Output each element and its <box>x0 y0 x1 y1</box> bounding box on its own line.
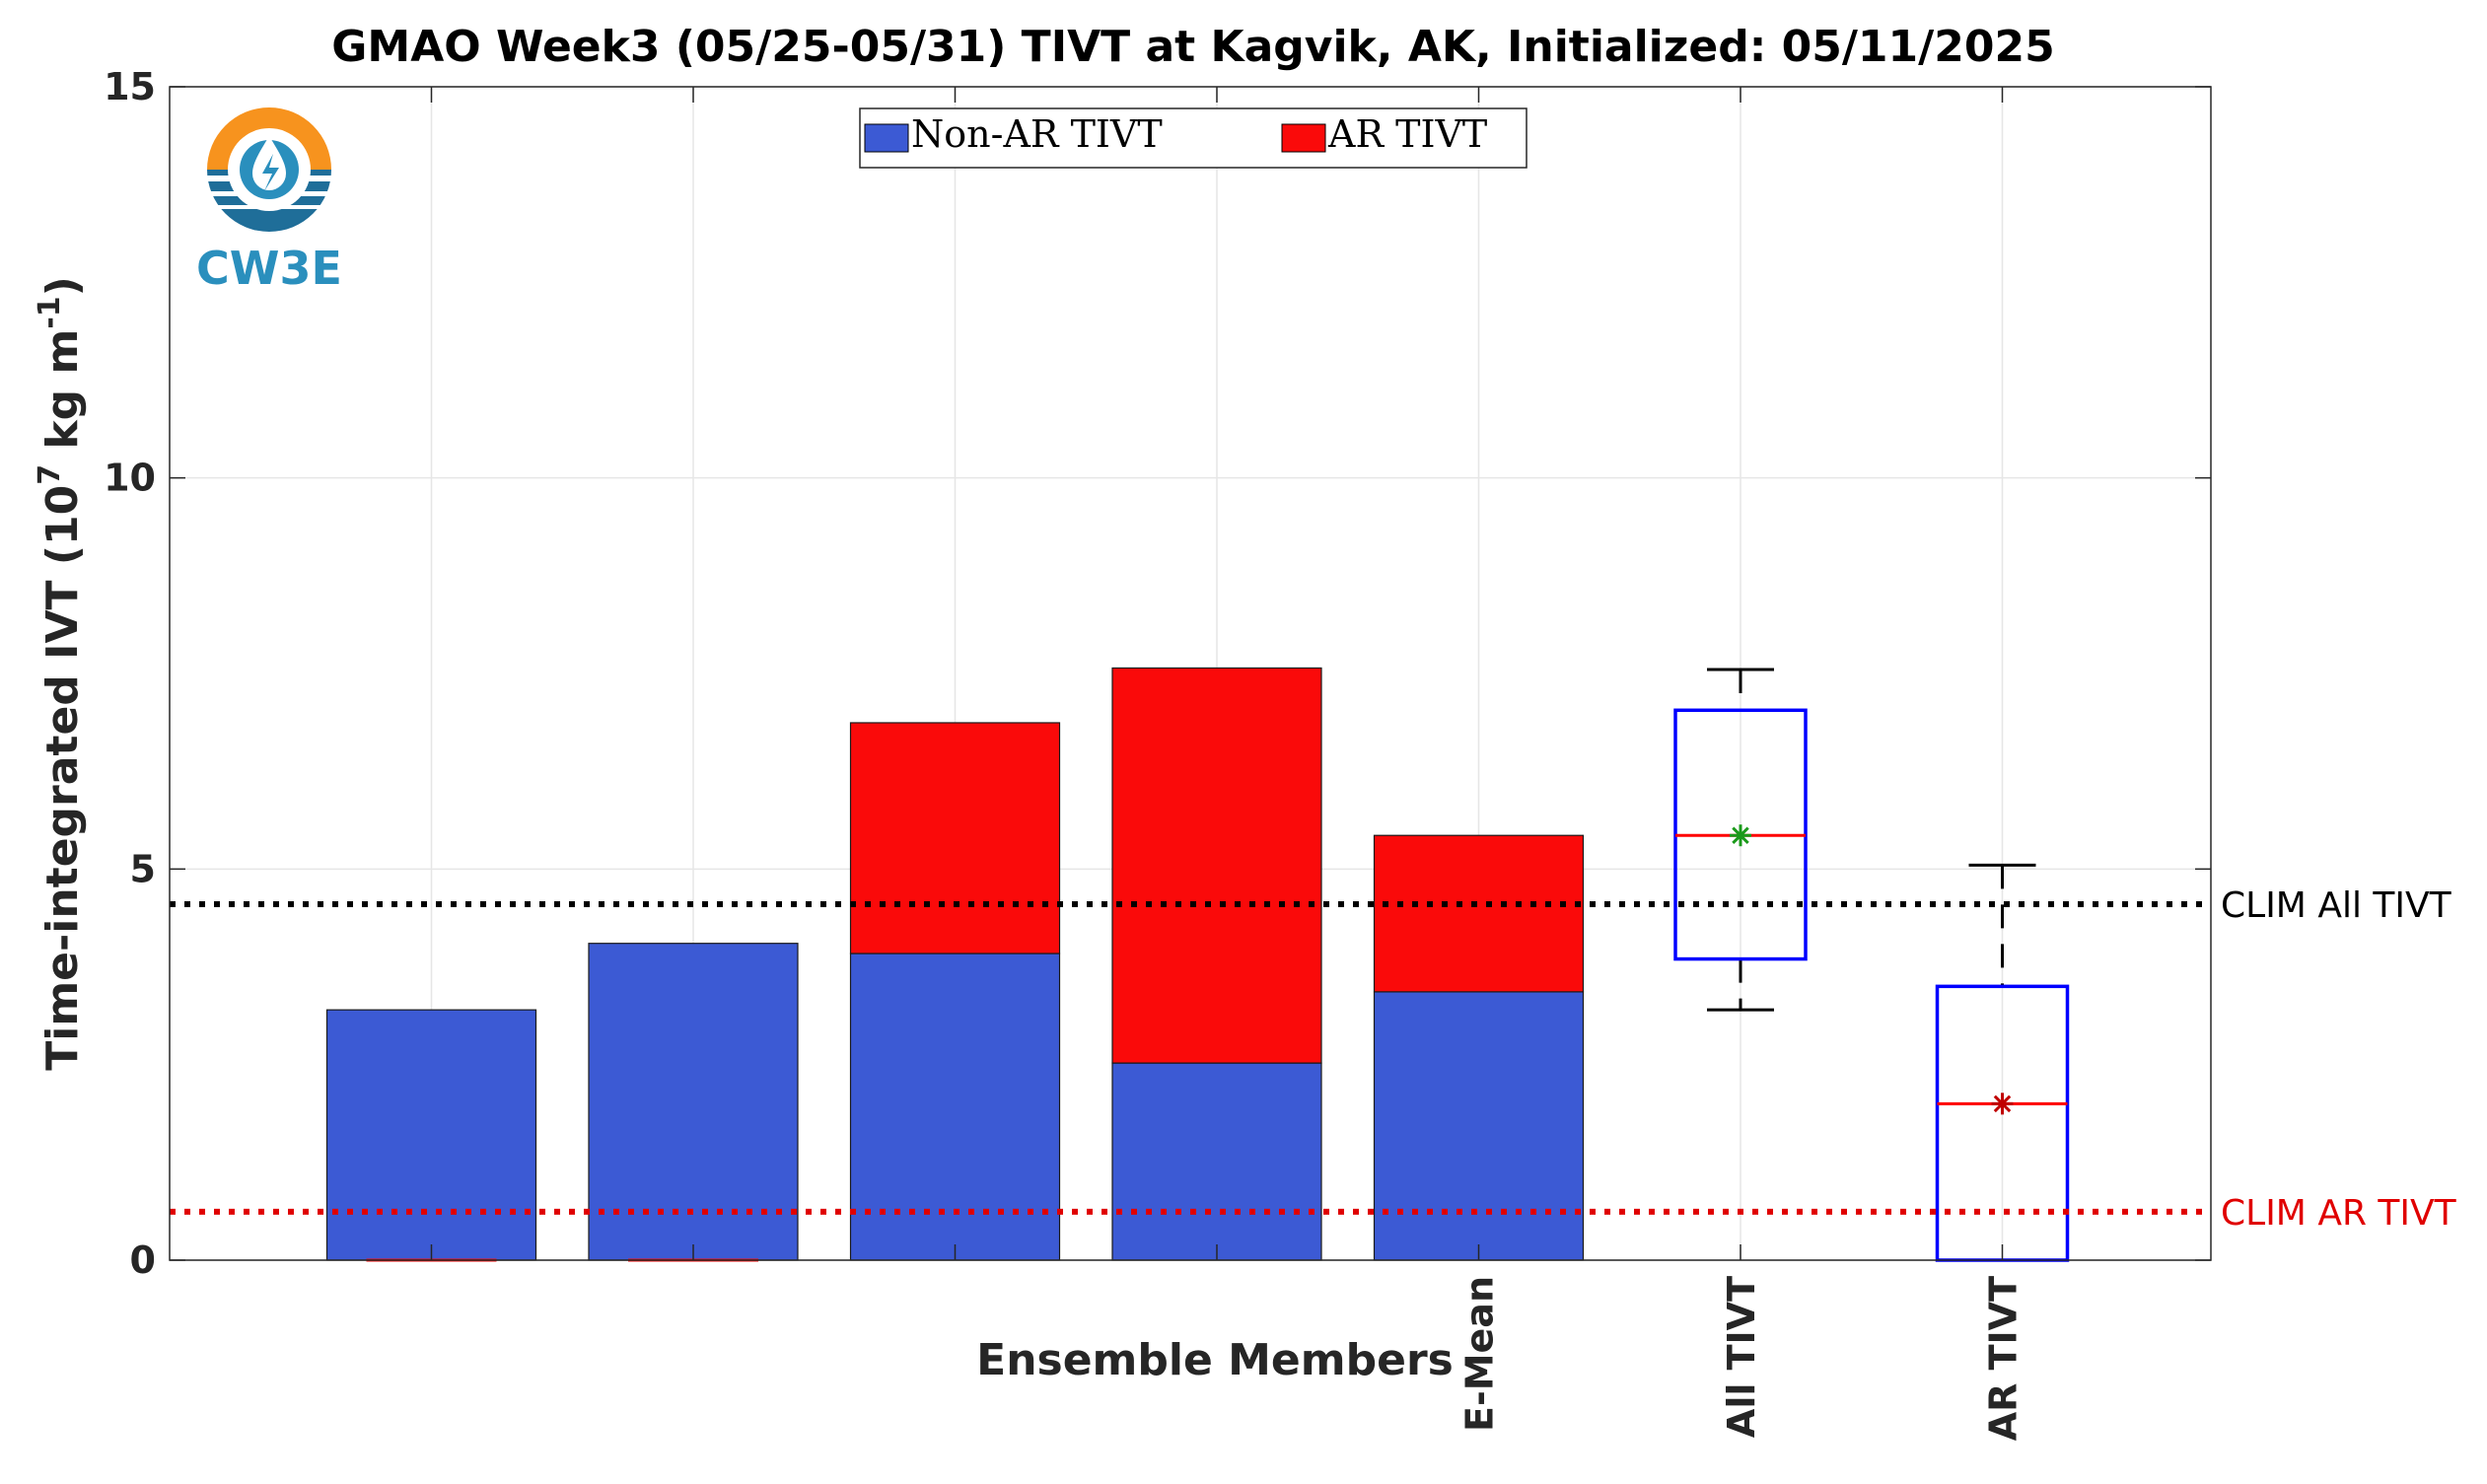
cw3e-logo-icon <box>207 107 331 232</box>
legend-swatch-ar <box>1281 123 1326 153</box>
x-ticks: E-Mean All TIVT AR TIVT <box>430 87 2025 1441</box>
bar-ar <box>849 722 1061 954</box>
bar-non-ar <box>1373 991 1585 1261</box>
cw3e-logo: CW3E <box>196 107 342 295</box>
x-tick-label: AR TIVT <box>1982 1276 2025 1441</box>
y-tick-label: 15 <box>104 65 156 108</box>
y-axis-label-sup7: 7 <box>33 464 67 485</box>
reference-line-label: CLIM AR TIVT <box>2221 1193 2457 1234</box>
x-axis-label: Ensemble Members <box>976 1335 1454 1385</box>
y-axis-label-sup-m1: -1 <box>33 296 67 328</box>
reference-line-label: CLIM All TIVT <box>2221 885 2452 926</box>
legend-label-ar: AR TIVT <box>1327 112 1487 156</box>
x-tick-label: All TIVT <box>1720 1276 1763 1438</box>
y-axis-label: Time-integrated IVT (107 kg m-1) <box>33 276 88 1071</box>
cw3e-logo-text: CW3E <box>196 242 342 295</box>
legend-label-non-ar: Non-AR TIVT <box>911 112 1163 156</box>
mean-stroke <box>1732 826 1749 844</box>
y-tick-label: 5 <box>130 847 156 890</box>
y-ticks: 0 5 10 15 <box>104 65 2211 1282</box>
y-axis-label-end: ) <box>37 276 88 296</box>
bar-ar <box>1111 667 1322 1064</box>
bar-non-ar <box>588 943 799 1261</box>
chart-title: GMAO Week3 (05/25-05/31) TIVT at Kagvik,… <box>331 22 2054 72</box>
plot-frame <box>169 86 2212 1261</box>
reference-lines: CLIM All TIVT CLIM AR TIVT <box>170 885 2457 1234</box>
legend: Non-AR TIVT AR TIVT <box>859 107 1528 169</box>
bar-non-ar <box>325 1009 537 1261</box>
bar-ar <box>1373 834 1585 993</box>
y-tick-label: 0 <box>130 1238 156 1282</box>
y-axis-label-main: Time-integrated IVT (10 <box>37 485 88 1071</box>
x-tick-label: E-Mean <box>1458 1276 1502 1432</box>
y-tick-label: 10 <box>104 457 156 500</box>
boxplot-all-tivt <box>1673 668 1808 1012</box>
legend-swatch-non-ar <box>864 123 909 153</box>
box-mean-marker <box>1730 824 1751 847</box>
bars <box>325 667 1585 1262</box>
boxplots <box>1673 668 2070 1262</box>
y-axis-label-mid: kg m <box>37 329 88 464</box>
legend-box <box>859 107 1528 169</box>
mean-stroke <box>1993 1095 2012 1113</box>
bar-non-ar <box>1111 1062 1322 1261</box>
box-mean-marker <box>1991 1093 2014 1115</box>
